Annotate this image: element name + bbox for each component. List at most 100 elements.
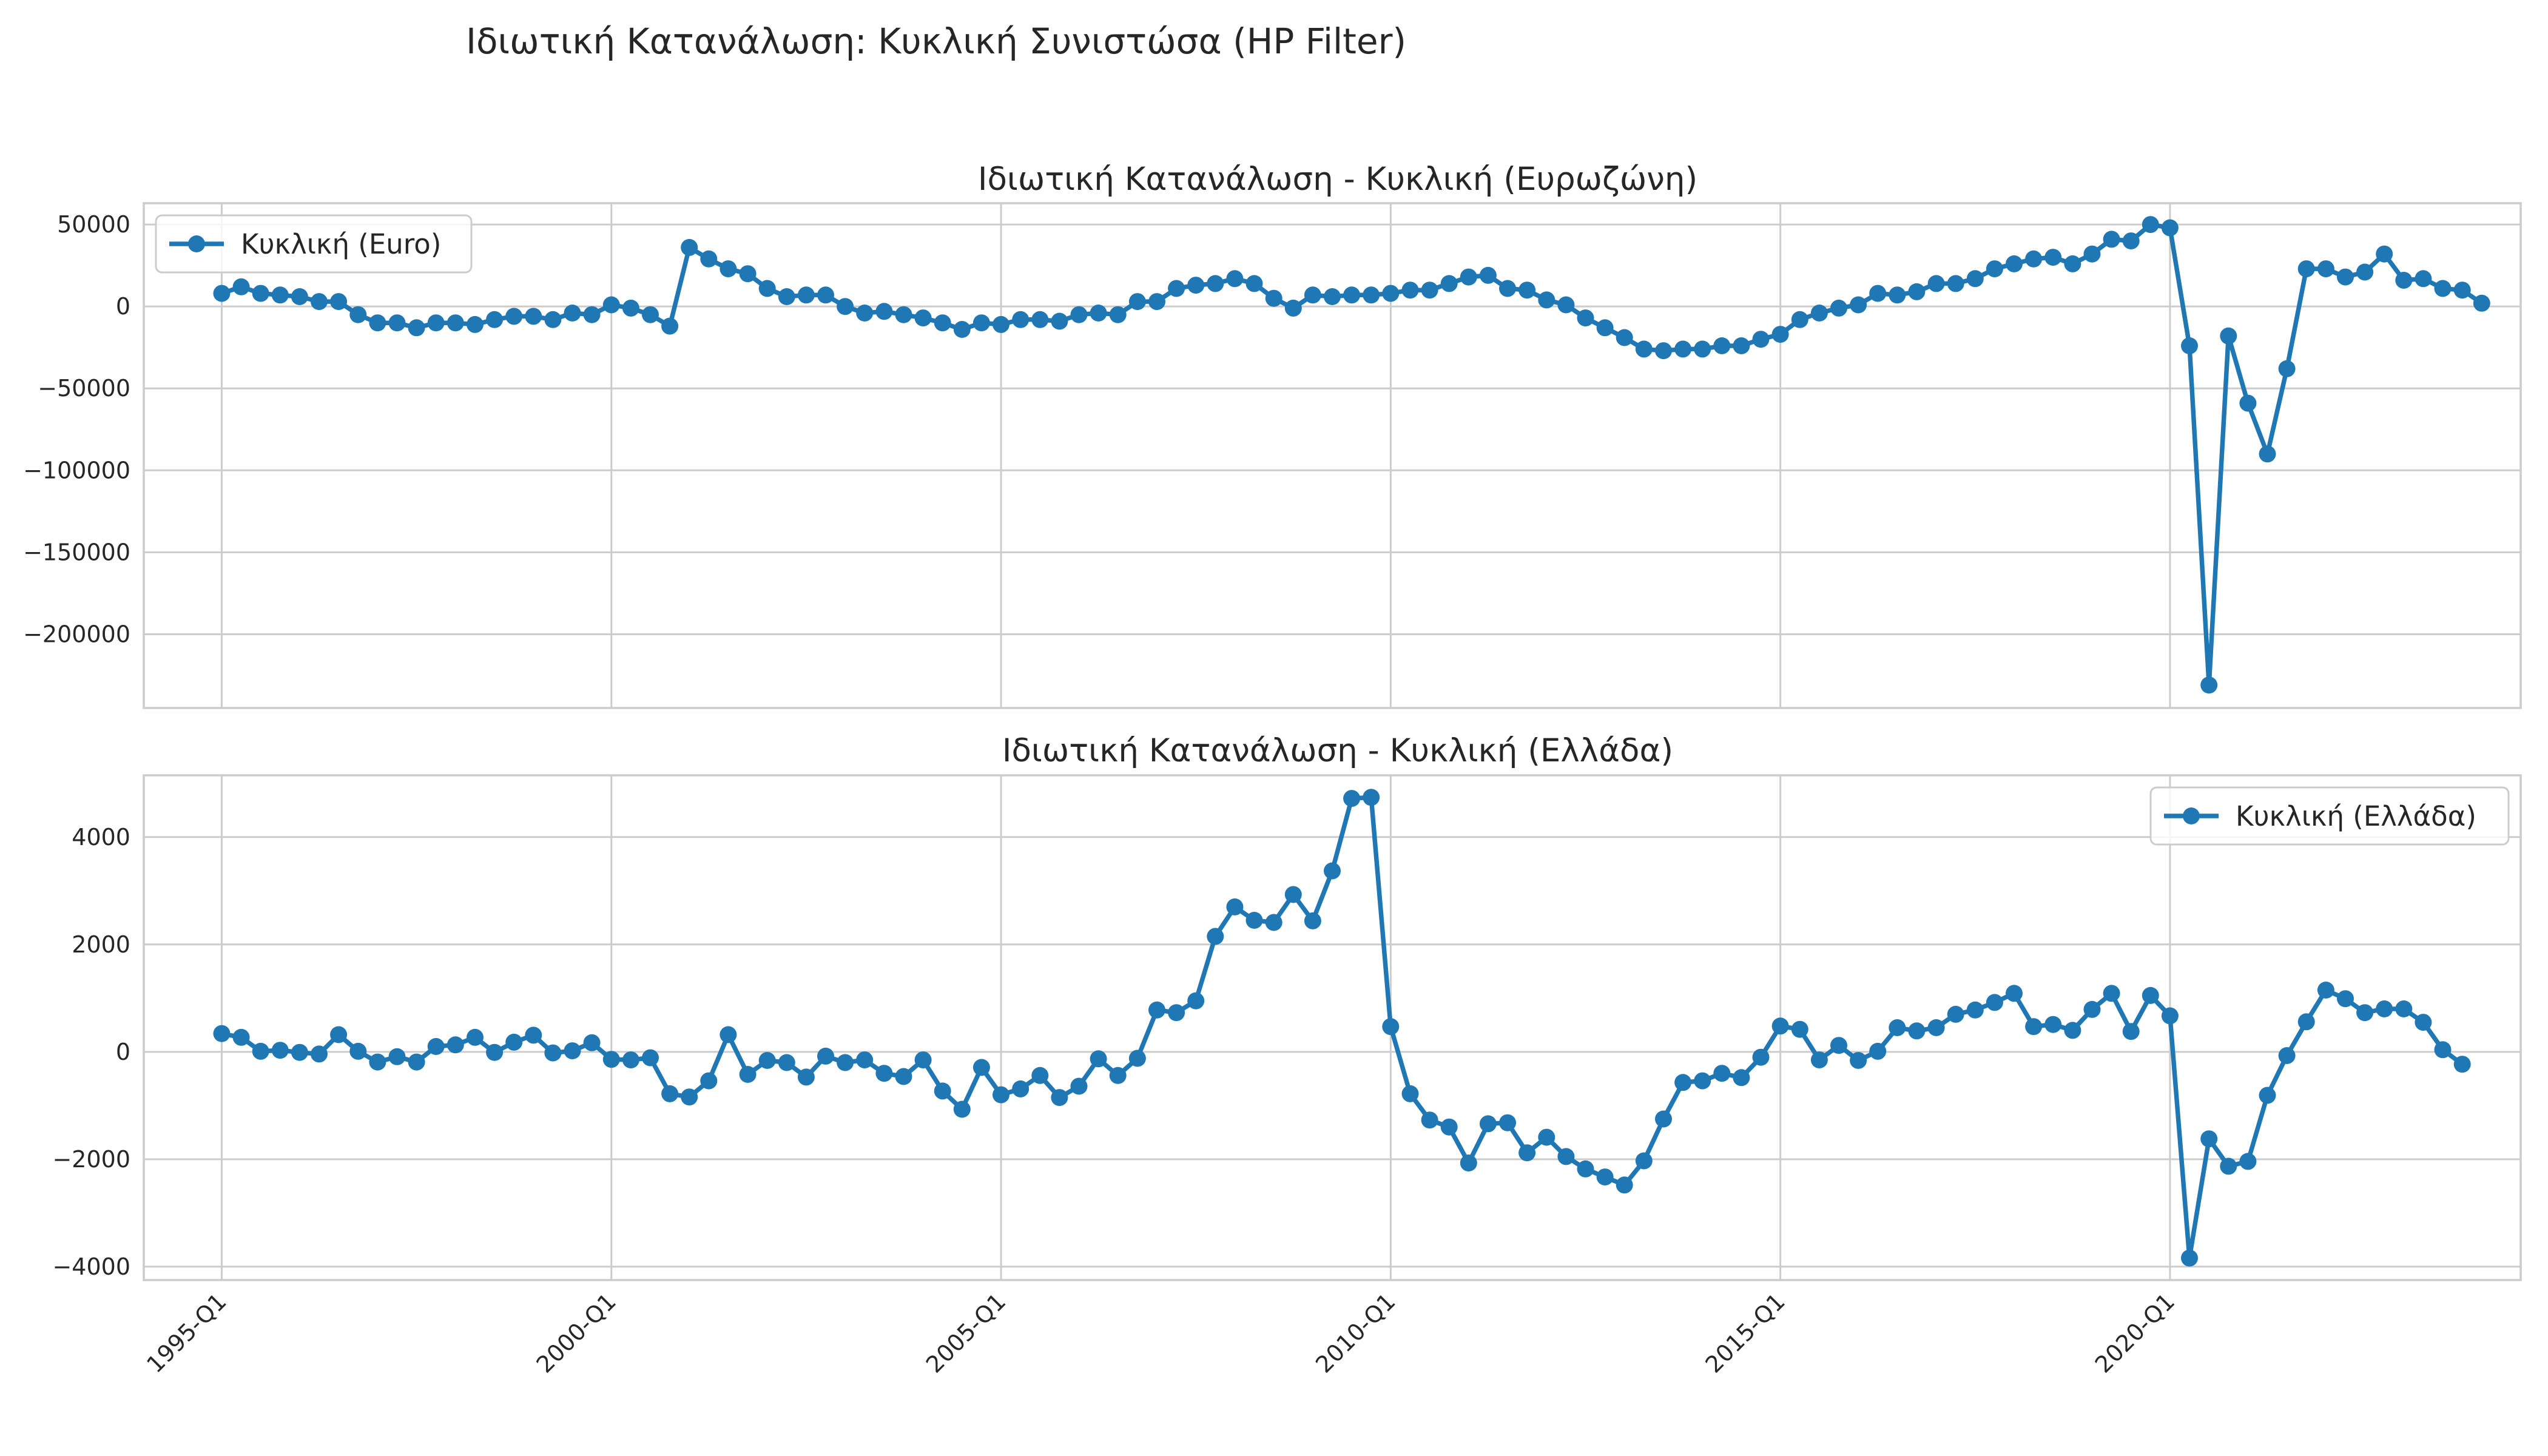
- chart-greece-data-point: [720, 1026, 737, 1043]
- chart-eurozone-data-point: [2006, 255, 2023, 272]
- chart-eurozone-data-point: [720, 260, 737, 278]
- chart-eurozone-data-point: [1090, 305, 1107, 322]
- chart-greece-data-point: [1810, 1051, 1828, 1069]
- chart-eurozone-data-point: [486, 311, 504, 328]
- chart-greece-xtick-label: 1995-Q1: [141, 1288, 231, 1378]
- chart-greece-data-point: [700, 1072, 718, 1090]
- chart-eurozone-data-point: [330, 293, 348, 311]
- chart-eurozone-data-point: [544, 311, 562, 328]
- chart-greece-data-point: [1655, 1110, 1672, 1128]
- chart-greece-data-point: [1577, 1160, 1594, 1178]
- chart-greece-data-point: [1538, 1128, 1555, 1146]
- chart-eurozone-data-point: [1733, 337, 1750, 354]
- chart-greece-data-point: [1128, 1050, 1146, 1067]
- chart-eurozone-data-point: [1226, 270, 1244, 288]
- chart-greece: Ιδιωτική Κατανάλωση - Κυκλική (Ελλάδα) 4…: [52, 732, 2522, 1378]
- chart-eurozone-data-point: [2473, 294, 2490, 312]
- chart-eurozone-legend-label: Κυκλική (Euro): [241, 228, 441, 260]
- chart-eurozone-data-point: [1850, 296, 1867, 314]
- chart-eurozone-ytick-label: −200000: [23, 621, 130, 647]
- chart-greece-data-point: [1908, 1022, 1926, 1040]
- chart-greece-legend: Κυκλική (Ελλάδα): [2149, 786, 2510, 846]
- chart-greece-data-point: [2044, 1016, 2062, 1033]
- chart-greece-data-point: [525, 1026, 542, 1044]
- chart-eurozone-data-point: [934, 314, 951, 332]
- chart-greece-data-point: [2356, 1004, 2374, 1022]
- chart-eurozone-ytick-label: −50000: [38, 375, 130, 402]
- chart-eurozone-data-point: [1168, 280, 1185, 297]
- chart-greece-data-point: [934, 1082, 951, 1100]
- chart-greece-data-point: [953, 1100, 971, 1118]
- chart-eurozone-data-point: [583, 306, 601, 323]
- chart-eurozone-data-point: [681, 238, 698, 256]
- chart-greece-data-point: [1051, 1089, 1068, 1107]
- chart-greece-data-point: [1148, 1001, 1165, 1019]
- chart-eurozone-data-point: [1577, 309, 1594, 327]
- chart-eurozone-data-point: [1810, 305, 1828, 322]
- chart-eurozone-data-point: [739, 265, 757, 283]
- chart-greece-data-point: [1499, 1114, 1516, 1131]
- chart-eurozone-data-point: [2239, 394, 2257, 412]
- chart-eurozone-data-point: [1460, 268, 1477, 286]
- chart-greece-data-point: [213, 1025, 231, 1042]
- chart-greece-data-point: [349, 1042, 367, 1060]
- chart-greece-data-point: [642, 1049, 659, 1067]
- chart-greece-data-point: [1674, 1074, 1692, 1091]
- chart-greece-xtick-label: 2010-Q1: [1310, 1288, 1400, 1378]
- chart-eurozone-data-point: [2025, 250, 2043, 268]
- chart-eurozone-data-point: [2044, 249, 2062, 266]
- chart-greece-data-point: [2415, 1014, 2432, 1031]
- chart-eurozone-data-point: [427, 314, 445, 332]
- chart-eurozone-data-point: [1674, 340, 1692, 358]
- chart-eurozone-data-point: [1694, 340, 1711, 358]
- chart-greece-data-point: [2025, 1018, 2043, 1036]
- chart-eurozone-data-point: [1947, 275, 1964, 292]
- chart-greece-data-point: [1304, 912, 1321, 929]
- chart-eurozone-data-point: [622, 299, 639, 317]
- chart-eurozone-data-point: [311, 293, 328, 311]
- chart-greece-data-point: [2181, 1249, 2198, 1267]
- chart-eurozone-data-point: [953, 321, 971, 338]
- chart-greece-data-point: [544, 1044, 562, 1062]
- chart-greece-data-point: [1616, 1176, 1633, 1194]
- chart-greece-data-point: [797, 1068, 815, 1086]
- chart-greece-data-point: [1713, 1065, 1731, 1082]
- chart-greece-data-point: [1168, 1004, 1185, 1022]
- chart-eurozone-data-point: [408, 319, 425, 337]
- chart-greece-data-point: [369, 1053, 386, 1071]
- chart-eurozone-data-point: [602, 296, 620, 314]
- chart-greece-data-point: [1031, 1067, 1049, 1084]
- chart-eurozone-data-point: [1304, 286, 1321, 304]
- chart-greece-data-point: [1927, 1019, 1945, 1036]
- chart-greece-data-point: [388, 1048, 406, 1065]
- chart-greece-data-point: [232, 1028, 250, 1046]
- figure-suptitle: Ιδιωτική Κατανάλωση: Κυκλική Συνιστώσα (…: [466, 21, 1406, 62]
- chart-eurozone-data-point: [1518, 281, 1536, 299]
- chart-greece-data-point: [330, 1026, 348, 1043]
- chart-eurozone-data-point: [1713, 337, 1731, 354]
- chart-greece-data-point: [622, 1051, 639, 1069]
- chart-greece-data-point: [2064, 1022, 2081, 1039]
- chart-eurozone-data-point: [2317, 260, 2334, 278]
- chart-greece-data-point: [681, 1088, 698, 1106]
- chart-eurozone-data-point: [2259, 445, 2276, 463]
- chart-greece-data-point: [1109, 1067, 1127, 1084]
- chart-eurozone-data-point: [2376, 245, 2393, 263]
- chart-greece-legend-label: Κυκλική (Ελλάδα): [2236, 800, 2476, 832]
- chart-greece-data-point: [2083, 1000, 2101, 1018]
- chart-greece-legend-box: [2149, 786, 2510, 846]
- chart-eurozone-data-point: [1109, 306, 1127, 323]
- chart-eurozone-data-point: [993, 315, 1009, 333]
- chart-greece-data-point: [1889, 1019, 1906, 1036]
- chart-greece-data-point: [1245, 912, 1263, 929]
- chart-eurozone-ytick-label: 50000: [57, 211, 130, 238]
- chart-eurozone-data-point: [642, 306, 659, 323]
- chart-greece-data-point: [427, 1038, 445, 1055]
- chart-greece-data-point: [2161, 1007, 2179, 1025]
- chart-eurozone-data-point: [447, 314, 464, 332]
- chart-greece-data-point: [467, 1028, 484, 1046]
- chart-greece-data-point: [856, 1051, 874, 1069]
- chart-greece-data-point: [1284, 886, 1302, 903]
- chart-eurozone-data-point: [1363, 286, 1380, 304]
- chart-greece-data-point: [1070, 1077, 1088, 1095]
